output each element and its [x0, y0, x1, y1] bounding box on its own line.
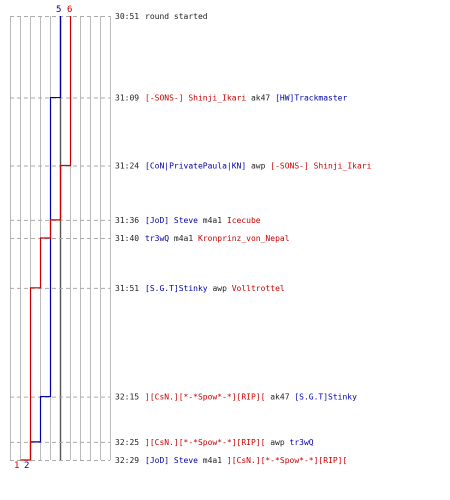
end-label-blue: 2 [24, 461, 29, 471]
event-part-blue: [JoD] Steve [145, 216, 198, 225]
event-part-blue: [HW]Trackmaster [275, 94, 347, 103]
event-part-red: Volltrottel [232, 284, 285, 293]
event-part-red: ][CsN.][*-*Spow*-*][RIP][ [227, 456, 347, 465]
event-part-black: m4a1 [169, 234, 198, 243]
event-part-black: round started [145, 12, 208, 21]
event-text: round started [145, 12, 208, 21]
event-text: tr3wQ m4a1 Kronprinz_von_Nepal [145, 234, 290, 243]
event-part-blue: [S.G.T]Stinky [294, 393, 357, 402]
event-part-blue: [JoD] Steve [145, 456, 198, 465]
event-part-black: m4a1 [198, 216, 227, 225]
event-text: ][CsN.][*-*Spow*-*][RIP][ ak47 [S.G.T]St… [145, 393, 357, 402]
event-text: [S.G.T]Stinky awp Volltrottel [145, 284, 285, 293]
event-log: 30:51 round started 31:09 [-SONS-] Shinji_I… [115, 12, 372, 465]
event-text: [JoD] Steve m4a1 ][CsN.][*-*Spow*-*][RIP… [145, 456, 347, 465]
event-time: 31:40 [115, 234, 139, 243]
event-part-black: awp [246, 162, 270, 171]
event-part-red: Kronprinz_von_Nepal [198, 234, 290, 243]
axis-labels: 5 2 6 1 [14, 5, 72, 471]
event-part-red: ][CsN.][*-*Spow*-*][RIP][ [145, 438, 265, 447]
event-time: 30:51 [115, 12, 139, 21]
event-time: 31:36 [115, 216, 139, 225]
event-part-blue: tr3wQ [290, 438, 314, 447]
event-part-black: awp [208, 284, 232, 293]
event-time: 32:15 [115, 393, 139, 402]
event-part-blue: [CoN|PrivatePaula|KN] [145, 162, 246, 171]
event-time: 31:51 [115, 284, 139, 293]
event-time: 32:25 [115, 438, 139, 447]
event-part-black: m4a1 [198, 456, 227, 465]
event-text: ][CsN.][*-*Spow*-*][RIP][ awp tr3wQ [145, 438, 314, 447]
event-text: [CoN|PrivatePaula|KN] awp [-SONS-] Shinj… [145, 162, 372, 171]
event-text: [JoD] Steve m4a1 Icecube [145, 216, 261, 225]
event-time: 31:24 [115, 162, 139, 171]
event-part-blue: tr3wQ [145, 234, 169, 243]
event-part-red: Icecube [227, 216, 261, 225]
event-part-red: ][CsN.][*-*Spow*-*][RIP][ [145, 393, 265, 402]
event-part-black: ak47 [265, 393, 294, 402]
event-part-black: ak47 [246, 94, 275, 103]
start-label-red: 6 [67, 5, 72, 15]
event-time: 31:09 [115, 94, 139, 103]
event-time: 32:29 [115, 456, 139, 465]
event-text: [-SONS-] Shinji_Ikari ak47 [HW]Trackmast… [145, 94, 347, 103]
event-part-black: awp [265, 438, 289, 447]
start-label-blue: 5 [56, 5, 61, 15]
series-line-red [20, 16, 72, 461]
event-part-red: [-SONS-] Shinji_Ikari [145, 94, 246, 103]
event-part-blue: [S.G.T]Stinky [145, 284, 208, 293]
event-part-red: [-SONS-] Shinji_Ikari [270, 162, 371, 171]
series-line-blue [29, 16, 62, 460]
end-label-red: 1 [14, 461, 19, 471]
series-lines [20, 16, 72, 461]
